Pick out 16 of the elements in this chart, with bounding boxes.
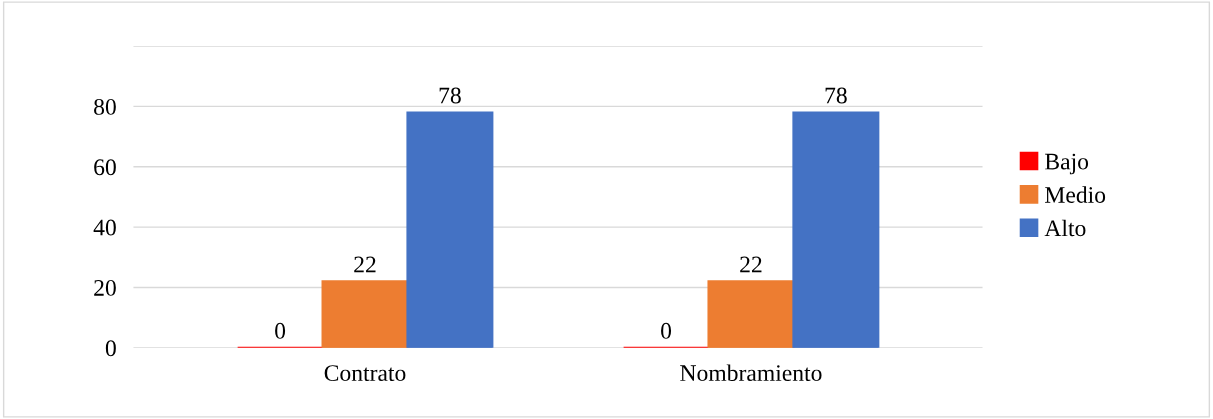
legend-label: Medio (1045, 186, 1106, 203)
data-label: 78 (825, 87, 847, 104)
data-label: 78 (439, 87, 461, 104)
x-tick-label: Nombramiento (680, 364, 822, 382)
data-label: 0 (661, 322, 672, 339)
legend-label: Bajo (1045, 153, 1089, 175)
y-tick-label: 20 (94, 279, 116, 296)
x-tick-label: Contrato (324, 365, 406, 382)
y-tick-label: 80 (94, 98, 116, 115)
legend-label: Alto (1044, 219, 1086, 237)
data-label: 0 (275, 322, 286, 339)
y-tick-label: 60 (94, 159, 116, 176)
y-tick-label: 40 (93, 219, 116, 236)
y-tick-label: 0 (105, 340, 116, 357)
data-label: 22 (354, 256, 376, 273)
data-label: 22 (740, 256, 762, 273)
